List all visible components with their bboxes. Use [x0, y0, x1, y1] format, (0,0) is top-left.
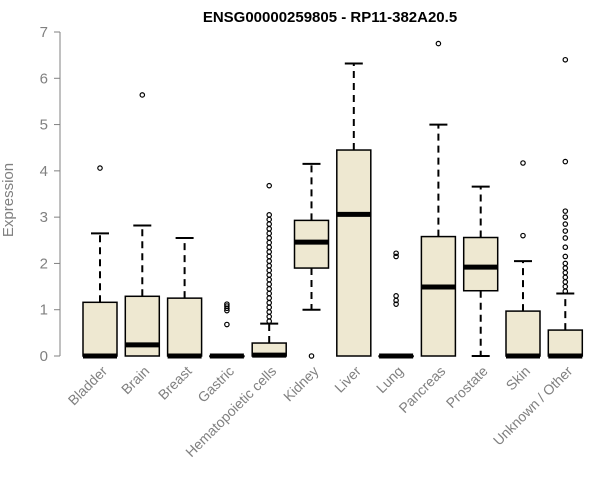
outlier-point — [562, 56, 569, 63]
outlier-point — [266, 249, 273, 255]
outlier-point — [562, 235, 569, 241]
outlier-point — [393, 250, 399, 257]
outlier-point — [266, 309, 273, 315]
y-tick-label: 1 — [40, 302, 48, 319]
box-11 — [547, 56, 584, 359]
chart-title: ENSG00000259805 - RP11-382A20.5 — [203, 9, 457, 26]
y-axis: 0 1 2 3 4 5 6 7 — [40, 24, 61, 365]
y-tick-label: 7 — [40, 24, 48, 41]
box-1 — [124, 92, 161, 357]
outlier-point — [266, 286, 273, 292]
box-rect — [166, 297, 203, 357]
outlier-point — [224, 303, 230, 309]
x-tick-label: Skin — [503, 363, 534, 394]
x-tick-label: Pancreas — [395, 363, 448, 416]
outlier-point — [562, 244, 569, 251]
outlier-point — [520, 160, 526, 166]
box-rect — [420, 235, 457, 357]
outlier-point — [520, 232, 526, 239]
y-tick-label: 0 — [40, 348, 48, 365]
outlier-point — [562, 214, 569, 220]
outlier-point — [562, 274, 569, 281]
x-tick-label: Breast — [155, 363, 195, 403]
outlier-point — [562, 158, 569, 165]
box-8 — [420, 40, 457, 357]
x-tick-label: Lung — [373, 363, 406, 396]
outlier-point — [562, 253, 569, 260]
outlier-point — [266, 267, 273, 274]
y-tick-label: 5 — [40, 117, 48, 134]
outlier-point — [266, 295, 273, 301]
x-tick-label: Liver — [331, 363, 364, 396]
box-5 — [293, 162, 330, 359]
box-2 — [166, 236, 203, 359]
outlier-point — [266, 235, 273, 241]
box-4 — [251, 182, 287, 358]
outlier-point — [393, 301, 399, 307]
outlier-point — [97, 165, 103, 171]
outlier-point — [266, 304, 273, 311]
outlier-point — [266, 276, 273, 283]
box-6 — [336, 62, 372, 357]
box-0 — [82, 165, 118, 359]
outlier-point — [562, 228, 569, 234]
outlier-point — [224, 321, 230, 328]
outlier-point — [139, 92, 146, 98]
outlier-point — [266, 182, 273, 189]
y-tick-label: 4 — [40, 163, 48, 180]
outlier-point — [266, 212, 273, 218]
box-10 — [505, 160, 541, 359]
outlier-point — [308, 353, 315, 359]
x-tick-label: Unknown / Other — [490, 363, 576, 449]
y-tick-label: 3 — [40, 209, 48, 226]
outlier-point — [266, 225, 273, 232]
box-9 — [462, 185, 499, 357]
outlier-point — [266, 230, 273, 237]
outlier-point — [266, 244, 273, 251]
box-rect — [336, 149, 372, 357]
boxes — [82, 40, 584, 359]
outlier-point — [562, 221, 569, 227]
outlier-point — [266, 290, 273, 297]
x-tick-label: Prostate — [443, 363, 491, 411]
outlier-point — [266, 281, 273, 288]
outlier-point — [562, 260, 569, 267]
x-tick-label: Kidney — [280, 363, 322, 405]
outlier-point — [393, 253, 399, 260]
box-rect — [505, 310, 541, 357]
outlier-point — [562, 208, 569, 214]
x-tick-label: Bladder — [65, 363, 111, 409]
outlier-point — [266, 262, 273, 269]
box-7 — [378, 250, 414, 359]
outlier-point — [266, 253, 273, 260]
outlier-point — [224, 301, 230, 307]
outlier-point — [562, 283, 569, 290]
outlier-point — [266, 221, 273, 227]
x-tick-label: Brain — [118, 363, 152, 397]
outlier-point — [266, 216, 273, 223]
y-axis-label: Expression — [0, 163, 17, 237]
outlier-point — [562, 269, 569, 276]
box-rect — [462, 236, 499, 292]
box-3 — [209, 301, 245, 359]
box-rect — [82, 301, 118, 357]
outlier-point — [266, 299, 273, 306]
box-rect — [547, 329, 584, 357]
outlier-point — [266, 272, 273, 278]
outlier-point — [393, 293, 399, 299]
outlier-point — [266, 313, 273, 320]
outlier-point — [435, 40, 442, 47]
outlier-point — [562, 265, 569, 271]
y-tick-label: 6 — [40, 70, 48, 87]
outlier-point — [266, 258, 273, 264]
outlier-point — [266, 239, 273, 246]
outlier-point — [562, 279, 569, 285]
y-tick-label: 2 — [40, 255, 48, 272]
